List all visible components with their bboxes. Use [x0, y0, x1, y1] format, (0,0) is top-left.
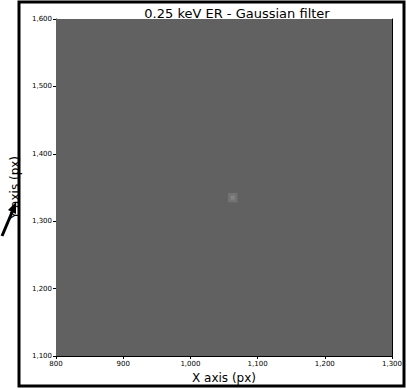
svg-text:X axis (px): X axis (px) — [192, 371, 256, 385]
svg-text:1,300: 1,300 — [382, 360, 402, 368]
svg-text:1,100: 1,100 — [248, 360, 268, 368]
svg-text:1,200: 1,200 — [315, 360, 335, 368]
svg-text:1,600: 1,600 — [32, 15, 52, 23]
svg-text:0.25 keV ER - Gaussian filter: 0.25 keV ER - Gaussian filter — [144, 6, 330, 21]
svg-text:1,400: 1,400 — [32, 150, 52, 158]
svg-text:1,300: 1,300 — [32, 217, 52, 225]
svg-text:900: 900 — [117, 360, 130, 368]
svg-text:800: 800 — [49, 360, 62, 368]
svg-text:1,000: 1,000 — [180, 360, 200, 368]
svg-text:1,200: 1,200 — [32, 285, 52, 293]
svg-text:Y axis (px): Y axis (px) — [8, 156, 23, 219]
svg-text:1,100: 1,100 — [32, 352, 52, 360]
svg-text:1,500: 1,500 — [32, 82, 52, 90]
